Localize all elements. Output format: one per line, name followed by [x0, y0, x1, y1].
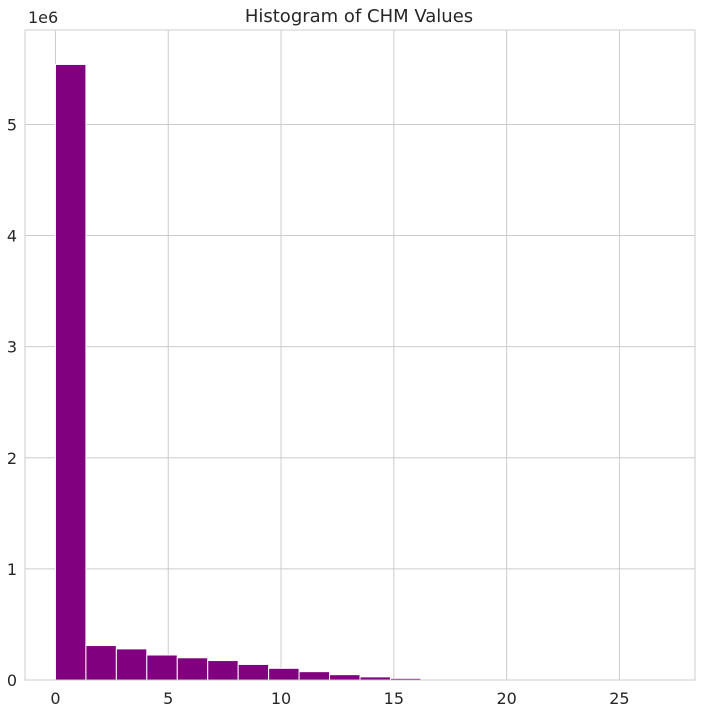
x-tick-label: 20 — [496, 689, 516, 708]
gridlines — [25, 30, 695, 681]
histogram-bar — [54, 63, 87, 681]
tick-labels: 0 5 10 15 20 25 0 1 2 3 4 5 — [7, 115, 630, 708]
x-tick-label: 10 — [271, 689, 291, 708]
histogram-bar — [146, 654, 178, 681]
x-tick-label: 15 — [384, 689, 404, 708]
y-axis-offset-label: 1e6 — [28, 8, 58, 27]
bars — [54, 63, 666, 681]
plot-frame — [24, 29, 696, 681]
x-tick-label: 0 — [50, 689, 60, 708]
axes — [24, 29, 696, 681]
chart-title: Histogram of CHM Values — [245, 6, 473, 27]
y-tick-label: 1 — [7, 560, 17, 579]
histogram-bar — [115, 648, 148, 681]
x-tick-label: 5 — [163, 689, 173, 708]
y-tick-label: 3 — [7, 338, 17, 357]
y-tick-label: 2 — [7, 449, 17, 468]
histogram-bar — [298, 671, 331, 681]
histogram-bar — [176, 657, 209, 681]
x-tick-label: 25 — [609, 689, 629, 708]
y-tick-label: 0 — [7, 671, 17, 690]
histogram-bar — [207, 660, 239, 681]
y-tick-label: 5 — [7, 115, 17, 134]
histogram-bar — [268, 667, 300, 681]
histogram-bar — [85, 645, 117, 681]
histogram-bar — [329, 674, 361, 681]
y-tick-label: 4 — [7, 227, 17, 246]
histogram-bar — [237, 663, 270, 681]
